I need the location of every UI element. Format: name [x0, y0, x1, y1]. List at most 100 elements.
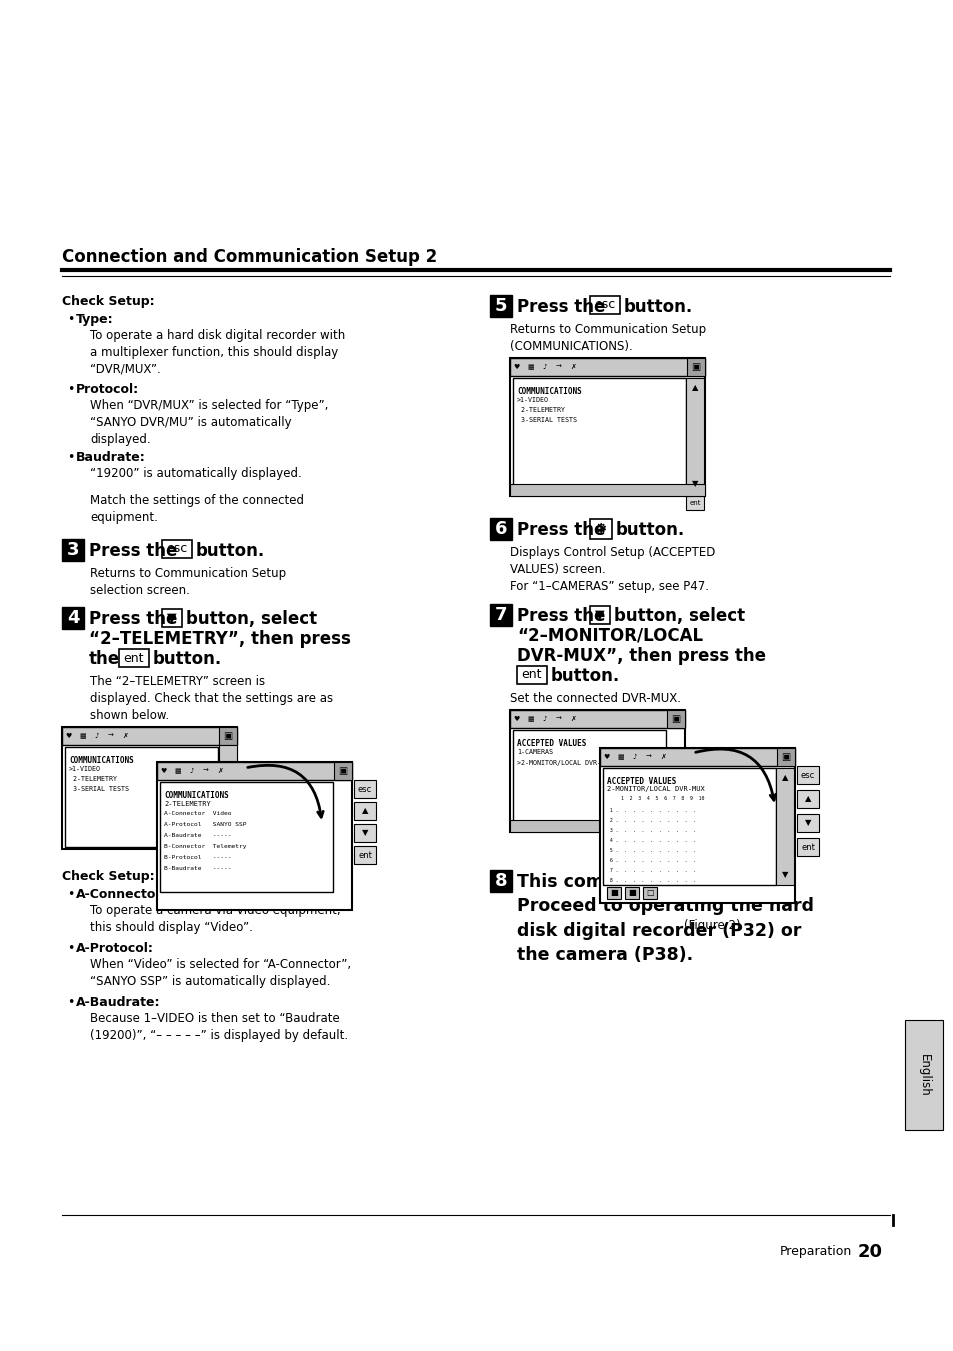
Text: 5: 5: [495, 297, 507, 315]
Text: ✗: ✗: [659, 754, 665, 761]
Text: ▣: ▣: [223, 731, 233, 740]
Text: esc: esc: [166, 543, 188, 555]
Bar: [775, 767, 793, 885]
Text: →: →: [556, 363, 561, 370]
Text: →: →: [203, 767, 209, 774]
Text: Press the: Press the: [89, 542, 177, 561]
Text: ⚙: ⚙: [594, 521, 607, 536]
Text: Returns to Communication Setup
(COMMUNICATIONS).: Returns to Communication Setup (COMMUNIC…: [510, 323, 705, 353]
Text: 3-SERIAL TESTS: 3-SERIAL TESTS: [69, 786, 129, 792]
Bar: [589, 296, 619, 313]
Bar: [602, 767, 775, 885]
Bar: [796, 815, 818, 832]
Text: Press the: Press the: [89, 611, 177, 628]
Bar: [510, 711, 684, 832]
Text: ▼: ▼: [781, 870, 787, 880]
Text: 7 .  .  .  .  .  .  .  .  .  .: 7 . . . . . . . . . .: [606, 867, 696, 873]
Text: •: •: [67, 996, 74, 1009]
Text: Check Setup:: Check Setup:: [62, 870, 154, 884]
Bar: [776, 748, 794, 766]
Text: ACCEPTED VALUES: ACCEPTED VALUES: [606, 777, 676, 786]
Text: ✗: ✗: [217, 767, 223, 774]
Text: When “Video” is selected for “A-Connector”,
“SANYO SSP” is automatically display: When “Video” is selected for “A-Connecto…: [90, 958, 351, 988]
Text: COMMUNICATIONS: COMMUNICATIONS: [69, 757, 133, 765]
Text: ■: ■: [627, 889, 636, 897]
Text: button.: button.: [551, 667, 619, 685]
Text: •: •: [67, 888, 74, 901]
Text: A-Connector:: A-Connector:: [76, 888, 168, 901]
Bar: [490, 870, 512, 892]
Text: B-Connector  Telemetry: B-Connector Telemetry: [164, 844, 246, 848]
Text: ▣: ▣: [691, 362, 700, 372]
Bar: [354, 780, 375, 798]
Text: ■: ■: [609, 889, 618, 897]
Bar: [490, 517, 512, 540]
Text: B-Baudrate   -----: B-Baudrate -----: [164, 866, 232, 871]
Text: ▦: ▦: [527, 716, 534, 721]
Text: A-Baudrate:: A-Baudrate:: [76, 996, 160, 1009]
Bar: [642, 888, 657, 898]
Bar: [599, 748, 794, 902]
Text: >1-VIDEO: >1-VIDEO: [69, 766, 101, 771]
Bar: [354, 802, 375, 820]
Text: To operate a camera via video equipment,
this should display “Video”.: To operate a camera via video equipment,…: [90, 904, 340, 934]
Bar: [162, 609, 182, 627]
Bar: [510, 484, 704, 496]
Text: (Figure 2): (Figure 2): [683, 919, 740, 932]
Text: 7: 7: [495, 607, 507, 624]
Text: 8 .  .  .  .  .  .  .  .  .  .: 8 . . . . . . . . . .: [606, 878, 696, 884]
Bar: [490, 604, 512, 626]
Text: A-Baudrate   -----: A-Baudrate -----: [164, 834, 232, 838]
Bar: [62, 727, 236, 744]
Text: Press the: Press the: [517, 521, 605, 539]
Bar: [62, 727, 236, 848]
Text: >2-MONITOR/LOCAL DVR-MUX: >2-MONITOR/LOCAL DVR-MUX: [517, 761, 613, 766]
Text: ▦: ▦: [617, 754, 623, 761]
Bar: [685, 496, 703, 509]
Text: ▲: ▲: [361, 807, 368, 816]
Text: ▦: ▦: [527, 363, 534, 370]
Bar: [510, 820, 684, 832]
Text: ✗: ✗: [570, 363, 576, 370]
Bar: [65, 747, 218, 847]
Text: ♥: ♥: [514, 363, 519, 370]
Text: ▼: ▼: [691, 480, 698, 489]
Text: ent: ent: [521, 669, 541, 681]
Text: A-Connector  Video: A-Connector Video: [164, 811, 232, 816]
Bar: [219, 727, 236, 744]
Text: ent: ent: [357, 851, 372, 859]
Text: button.: button.: [616, 521, 684, 539]
Text: ▣: ▣: [781, 753, 790, 762]
Text: →: →: [108, 734, 113, 739]
Text: •: •: [67, 313, 74, 326]
Text: Connection and Communication Setup 2: Connection and Communication Setup 2: [62, 249, 436, 266]
Text: 2-TELEMETRY: 2-TELEMETRY: [69, 775, 117, 782]
Text: >1-VIDEO: >1-VIDEO: [517, 397, 548, 403]
Text: 6: 6: [495, 520, 507, 538]
Text: ▼: ▼: [804, 819, 810, 828]
Text: 20: 20: [857, 1243, 882, 1260]
Bar: [334, 762, 352, 780]
Text: A-Protocol:: A-Protocol:: [76, 942, 153, 955]
Text: button.: button.: [623, 299, 693, 316]
Bar: [666, 711, 684, 728]
Bar: [796, 790, 818, 808]
Text: ent: ent: [688, 500, 700, 507]
Text: ✗: ✗: [570, 716, 576, 721]
Text: English: English: [917, 1054, 929, 1097]
Text: COMMUNICATIONS: COMMUNICATIONS: [164, 790, 229, 800]
Text: “2–MONITOR/LOCAL: “2–MONITOR/LOCAL: [517, 627, 702, 644]
Bar: [513, 730, 665, 830]
Text: ♪: ♪: [632, 754, 637, 761]
Text: ▲: ▲: [781, 774, 787, 782]
Text: button.: button.: [152, 650, 222, 667]
Bar: [904, 1020, 942, 1129]
Text: ▣: ▣: [338, 766, 347, 775]
Text: Because 1–VIDEO is then set to “Baudrate
(19200)”, “– – – – –” is displayed by d: Because 1–VIDEO is then set to “Baudrate…: [90, 1012, 348, 1042]
Text: “19200” is automatically displayed.: “19200” is automatically displayed.: [90, 467, 301, 480]
Text: ♪: ♪: [542, 363, 547, 370]
Text: 5 .  .  .  .  .  .  .  .  .  .: 5 . . . . . . . . . .: [606, 848, 696, 852]
Text: ▼: ▼: [167, 612, 176, 624]
Text: 1 .  .  .  .  .  .  .  .  .  .: 1 . . . . . . . . . .: [606, 808, 696, 813]
Text: The “2–TELEMETRY” screen is
displayed. Check that the settings are as
shown belo: The “2–TELEMETRY” screen is displayed. C…: [90, 676, 333, 721]
